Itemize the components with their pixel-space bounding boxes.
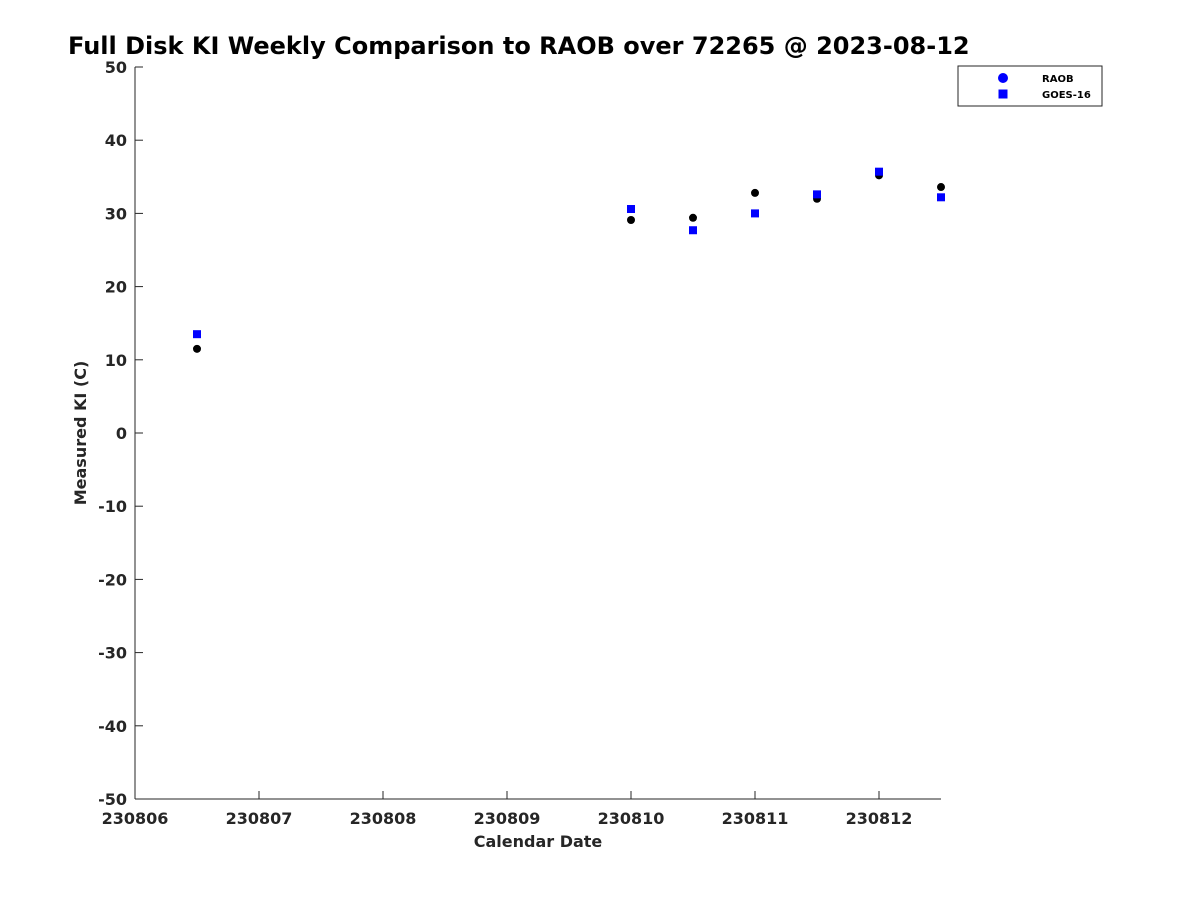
x-tick-label: 230807 <box>226 809 293 828</box>
x-tick-label: 230812 <box>846 809 913 828</box>
legend: RAOB GOES-16 <box>957 65 1103 107</box>
data-points <box>193 167 945 353</box>
legend-label: RAOB <box>1042 74 1074 85</box>
raob-point <box>937 183 945 192</box>
y-tick-label: 10 <box>105 351 127 370</box>
raob-point <box>689 213 697 222</box>
axes <box>134 67 941 800</box>
raob-point <box>193 344 201 353</box>
y-tick-label: -40 <box>98 717 127 736</box>
y-tick-label: -30 <box>98 644 127 663</box>
y-axis-label: Measured KI (C) <box>71 361 90 506</box>
series-raob <box>193 171 945 353</box>
goes16-point <box>937 193 945 202</box>
goes16-point <box>193 330 201 339</box>
y-tick-label: -50 <box>98 790 127 809</box>
goes16-point <box>875 167 883 176</box>
y-tick-label: -20 <box>98 570 127 589</box>
x-axis-ticks: 230806 230807 230808 230809 230810 230811 2308… <box>102 791 913 828</box>
x-tick-label: 230806 <box>102 809 169 828</box>
goes16-point <box>751 209 759 218</box>
y-tick-label: 40 <box>105 131 127 150</box>
y-tick-label: 20 <box>105 278 127 297</box>
legend-box <box>957 65 1103 107</box>
chart-title: Full Disk KI Weekly Comparison to RAOB o… <box>68 32 970 60</box>
raob-point <box>751 188 759 197</box>
legend-label: GOES-16 <box>1042 90 1091 101</box>
x-tick-label: 230811 <box>722 809 789 828</box>
series-goes-16 <box>193 167 945 339</box>
x-axis-label: Calendar Date <box>474 832 603 851</box>
goes16-point <box>813 190 821 199</box>
y-axis-ticks: 50 40 30 20 10 0 -10 -20 -30 -40 -50 <box>98 58 143 809</box>
x-tick-label: 230809 <box>474 809 541 828</box>
y-tick-label: 0 <box>116 424 127 443</box>
x-tick-label: 230808 <box>350 809 417 828</box>
legend-raob-marker <box>998 73 1008 83</box>
goes16-point <box>689 226 697 235</box>
y-tick-label: 50 <box>105 58 127 77</box>
y-tick-label: 30 <box>105 204 127 223</box>
goes16-point <box>627 205 635 214</box>
y-tick-label: -10 <box>98 497 127 516</box>
raob-point <box>627 215 635 224</box>
legend-goes16-marker <box>998 89 1008 99</box>
x-tick-label: 230810 <box>598 809 665 828</box>
